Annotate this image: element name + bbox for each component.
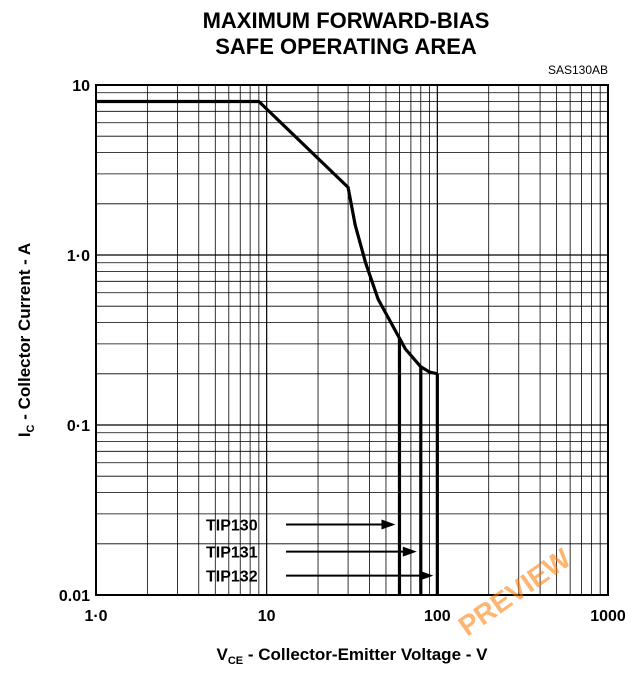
device-label-tip132: TIP132 [206, 569, 258, 586]
figure-code: SAS130AB [548, 63, 608, 77]
arrow-head-tip130 [381, 519, 396, 530]
y-axis-label-rest: - Collector Current - A [15, 243, 34, 425]
watermark: PREVIEW [453, 542, 577, 642]
y-axis-label-sub: C [25, 424, 37, 432]
y-axis-label-group: IC - Collector Current - A [15, 243, 37, 437]
x-tick-label: 10 [258, 608, 276, 625]
arrow-head-tip131 [402, 546, 417, 557]
x-axis-label-rest: - Collector-Emitter Voltage - V [243, 645, 488, 664]
x-axis-label: VCE - Collector-Emitter Voltage - V [217, 645, 489, 667]
y-tick-label: 0·1 [67, 418, 90, 435]
watermark-text: PREVIEW [453, 542, 577, 642]
arrow-head-tip132 [419, 570, 434, 581]
y-tick-label: 1·0 [67, 248, 90, 265]
x-axis-label-sub: CE [228, 655, 243, 667]
y-tick-labels: 0.01 0·1 1·0 10 [59, 78, 90, 605]
x-tick-label: 1·0 [84, 608, 107, 625]
x-tick-labels: 1·0 10 100 1000 [84, 608, 625, 625]
device-label-tip130: TIP130 [206, 517, 258, 534]
device-label-tip131: TIP131 [206, 545, 258, 562]
soa-boundary-line [96, 99, 438, 376]
chart-title-line2: SAFE OPERATING AREA [215, 34, 477, 59]
y-tick-label: 0.01 [59, 588, 90, 605]
plot-grid [96, 85, 608, 595]
y-tick-label: 10 [72, 78, 90, 95]
x-axis-label-main: V [217, 645, 229, 664]
x-tick-label: 100 [424, 608, 451, 625]
device-labels: TIP130 TIP131 TIP132 [206, 517, 434, 586]
y-axis-label-main: I [15, 432, 34, 437]
plot-frame [95, 84, 609, 596]
chart-title-line1: MAXIMUM FORWARD-BIAS [203, 8, 490, 33]
x-tick-label: 1000 [590, 608, 626, 625]
y-axis-label: IC - Collector Current - A [15, 243, 37, 437]
